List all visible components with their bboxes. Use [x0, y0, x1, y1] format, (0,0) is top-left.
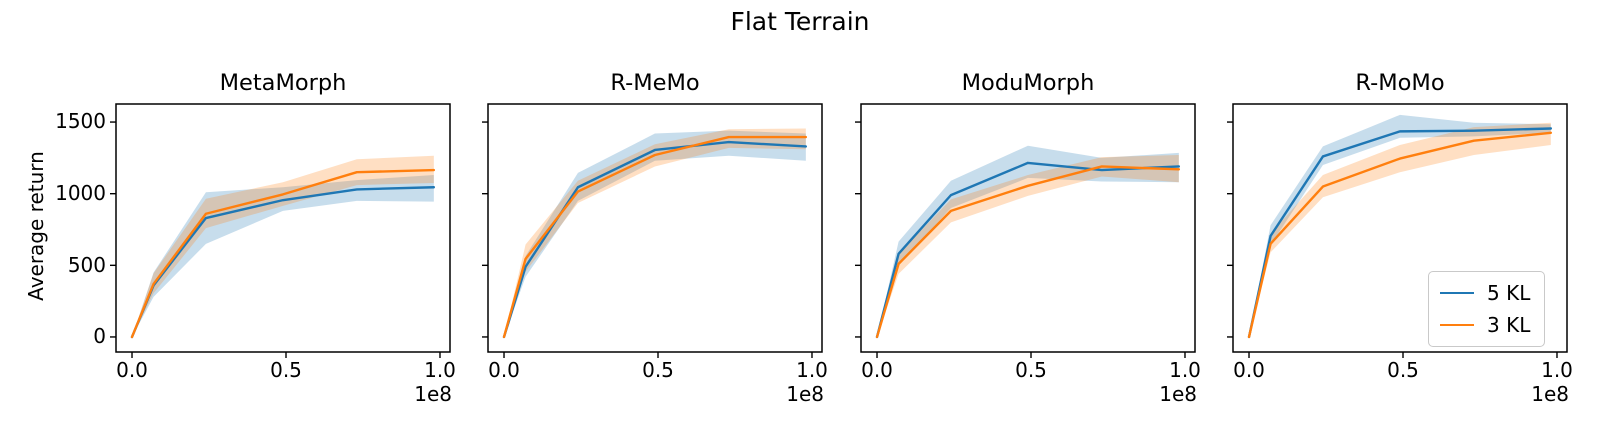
band-3-kl: [504, 128, 806, 337]
line-5-kl: [1247, 127, 1553, 339]
band-3-kl: [877, 155, 1179, 337]
legend: 5 KL 3 KL: [1428, 271, 1546, 347]
y-axis-label: Average return: [24, 151, 48, 301]
x-tick-label: 0.5: [270, 358, 302, 382]
line-5-kl: [875, 161, 1181, 339]
x-axis-offset-label: 1e8: [1159, 382, 1197, 406]
plot-canvas-r-memo: [482, 103, 823, 358]
subplot-title: MetaMorph: [219, 70, 347, 96]
legend-item-5kl: 5 KL: [1440, 282, 1530, 304]
y-tick-label: 500: [67, 253, 106, 277]
x-tick-label: 0.0: [488, 358, 520, 382]
subplot-r-memo: R-MeMo 0.0 0.5 1.0 1e8: [482, 70, 828, 406]
legend-line-sample-blue: [1440, 292, 1474, 294]
legend-label: 3 KL: [1487, 313, 1531, 337]
x-axis-offset-label: 1e8: [414, 382, 452, 406]
y-tick-label: 0: [93, 324, 106, 348]
subplot-r-momo: R-MoMo 0.0 0.5 1.0 1e8: [1227, 70, 1573, 406]
y-tick-label: 1000: [55, 181, 106, 205]
band-3-kl: [1249, 122, 1551, 337]
axes-spines: [487, 103, 823, 353]
x-tick-label: 1.0: [1169, 358, 1201, 382]
axes-spines: [1232, 103, 1568, 353]
axes-spines: [115, 103, 451, 353]
x-tick-label: 0.5: [642, 358, 674, 382]
line-3-kl: [130, 168, 436, 339]
subplot-title: R-MeMo: [610, 70, 700, 96]
line-3-kl: [875, 165, 1181, 339]
x-axis-offset-label: 1e8: [786, 382, 824, 406]
x-tick-label: 1.0: [1541, 358, 1573, 382]
x-tick-label: 0.0: [116, 358, 148, 382]
x-tick-label: 0.5: [1387, 358, 1419, 382]
x-tick-label: 0.5: [1015, 358, 1047, 382]
x-tick-label: 0.0: [1233, 358, 1265, 382]
band-5-kl: [504, 130, 806, 337]
x-tick-label: 1.0: [796, 358, 828, 382]
legend-item-3kl: 3 KL: [1440, 314, 1530, 336]
line-3-kl: [502, 135, 808, 339]
plot-canvas-r-momo: [1227, 103, 1568, 358]
subplot-modumorph: ModuMorph 0.0 0.5 1.0 1e8: [855, 70, 1201, 406]
axes-spines: [860, 103, 1196, 353]
subplot-title: R-MoMo: [1355, 70, 1445, 96]
subplot-title: ModuMorph: [961, 70, 1095, 96]
figure-title: Flat Terrain: [730, 7, 870, 36]
line-3-kl: [1247, 131, 1553, 339]
subplot-metamorph: MetaMorph 0 500 1000 1500 0.0 0.5 1.0 1e…: [55, 70, 456, 406]
legend-line-sample-orange: [1440, 324, 1474, 326]
band-5-kl: [132, 175, 434, 337]
x-tick-label: 1.0: [424, 358, 456, 382]
plot-canvas-modumorph: [855, 103, 1196, 358]
y-tick-label: 1500: [55, 109, 106, 133]
legend-label: 5 KL: [1487, 281, 1531, 305]
line-5-kl: [502, 140, 808, 339]
x-tick-label: 0.0: [861, 358, 893, 382]
band-3-kl: [132, 155, 434, 337]
plot-canvas-metamorph: [110, 103, 451, 358]
x-axis-offset-label: 1e8: [1531, 382, 1569, 406]
